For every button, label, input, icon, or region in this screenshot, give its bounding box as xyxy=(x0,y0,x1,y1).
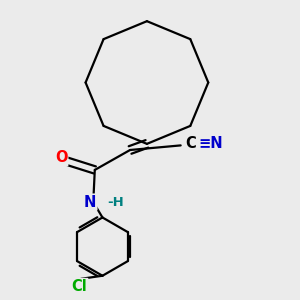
Text: N: N xyxy=(84,195,96,210)
Text: ≡N: ≡N xyxy=(199,136,223,152)
Text: C: C xyxy=(185,136,196,152)
Text: -H: -H xyxy=(107,196,124,208)
Text: O: O xyxy=(55,150,67,165)
Text: Cl: Cl xyxy=(72,279,87,294)
